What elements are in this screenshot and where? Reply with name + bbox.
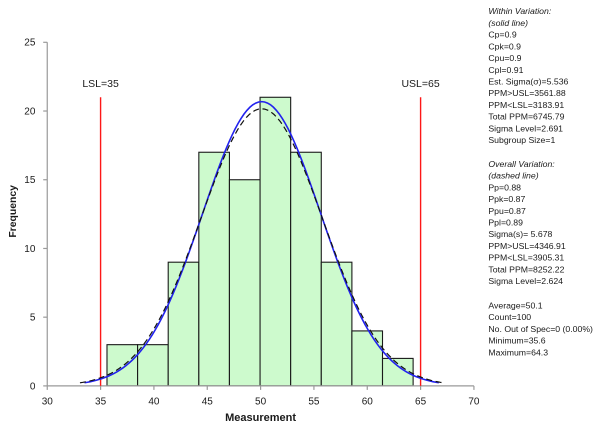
svg-text:0: 0 bbox=[30, 381, 36, 392]
svg-text:Within Variation:: Within Variation: bbox=[488, 6, 551, 16]
svg-text:Frequency: Frequency bbox=[8, 185, 19, 238]
svg-text:Average=50.1: Average=50.1 bbox=[488, 300, 542, 310]
svg-text:Cpu=0.9: Cpu=0.9 bbox=[488, 53, 521, 63]
svg-text:Ppk=0.87: Ppk=0.87 bbox=[488, 194, 525, 204]
svg-text:Sigma(s)= 5.678: Sigma(s)= 5.678 bbox=[488, 229, 552, 239]
svg-text:PPM>USL=3561.88: PPM>USL=3561.88 bbox=[488, 88, 565, 98]
svg-text:15: 15 bbox=[24, 175, 36, 186]
svg-text:Count=100: Count=100 bbox=[488, 312, 531, 322]
svg-text:Measurement: Measurement bbox=[225, 412, 296, 424]
svg-text:35: 35 bbox=[95, 396, 107, 407]
svg-text:PPM<LSL=3183.91: PPM<LSL=3183.91 bbox=[488, 100, 564, 110]
svg-text:Cpk=0.9: Cpk=0.9 bbox=[488, 41, 521, 51]
svg-text:No. Out of Spec=0 (0.00%): No. Out of Spec=0 (0.00%) bbox=[488, 324, 593, 334]
svg-text:PPM<LSL=3905.31: PPM<LSL=3905.31 bbox=[488, 253, 564, 263]
svg-text:Subgroup Size=1: Subgroup Size=1 bbox=[488, 135, 555, 145]
svg-text:LSL=35: LSL=35 bbox=[82, 78, 119, 90]
svg-text:(dashed line): (dashed line) bbox=[488, 171, 538, 181]
svg-text:70: 70 bbox=[468, 396, 480, 407]
svg-text:50: 50 bbox=[255, 396, 267, 407]
svg-text:Est. Sigma(σ)=5.536: Est. Sigma(σ)=5.536 bbox=[488, 77, 568, 87]
svg-text:Cpl=0.91: Cpl=0.91 bbox=[488, 65, 523, 75]
svg-text:20: 20 bbox=[24, 106, 36, 117]
svg-text:40: 40 bbox=[148, 396, 160, 407]
svg-text:Ppl=0.89: Ppl=0.89 bbox=[488, 218, 523, 228]
svg-text:Total PPM=6745.79: Total PPM=6745.79 bbox=[488, 112, 564, 122]
svg-text:Ppu=0.87: Ppu=0.87 bbox=[488, 206, 526, 216]
svg-text:25: 25 bbox=[24, 38, 36, 49]
svg-text:Pp=0.88: Pp=0.88 bbox=[488, 182, 521, 192]
svg-text:55: 55 bbox=[308, 396, 320, 407]
svg-text:(solid line): (solid line) bbox=[488, 18, 528, 28]
svg-text:Minimum=35.6: Minimum=35.6 bbox=[488, 336, 545, 346]
svg-text:30: 30 bbox=[42, 396, 54, 407]
svg-text:45: 45 bbox=[202, 396, 214, 407]
svg-text:Cp=0.9: Cp=0.9 bbox=[488, 30, 516, 40]
svg-text:Sigma Level=2.624: Sigma Level=2.624 bbox=[488, 276, 563, 286]
svg-text:60: 60 bbox=[362, 396, 374, 407]
svg-text:Maximum=64.3: Maximum=64.3 bbox=[488, 347, 548, 357]
svg-text:5: 5 bbox=[30, 313, 36, 324]
svg-text:10: 10 bbox=[24, 244, 36, 255]
svg-text:USL=65: USL=65 bbox=[401, 78, 439, 90]
svg-text:PPM>USL=4346.91: PPM>USL=4346.91 bbox=[488, 241, 565, 251]
svg-text:Overall Variation:: Overall Variation: bbox=[488, 159, 555, 169]
svg-text:Total PPM=8252.22: Total PPM=8252.22 bbox=[488, 264, 564, 274]
svg-text:65: 65 bbox=[415, 396, 427, 407]
svg-text:Sigma Level=2.691: Sigma Level=2.691 bbox=[488, 123, 563, 133]
